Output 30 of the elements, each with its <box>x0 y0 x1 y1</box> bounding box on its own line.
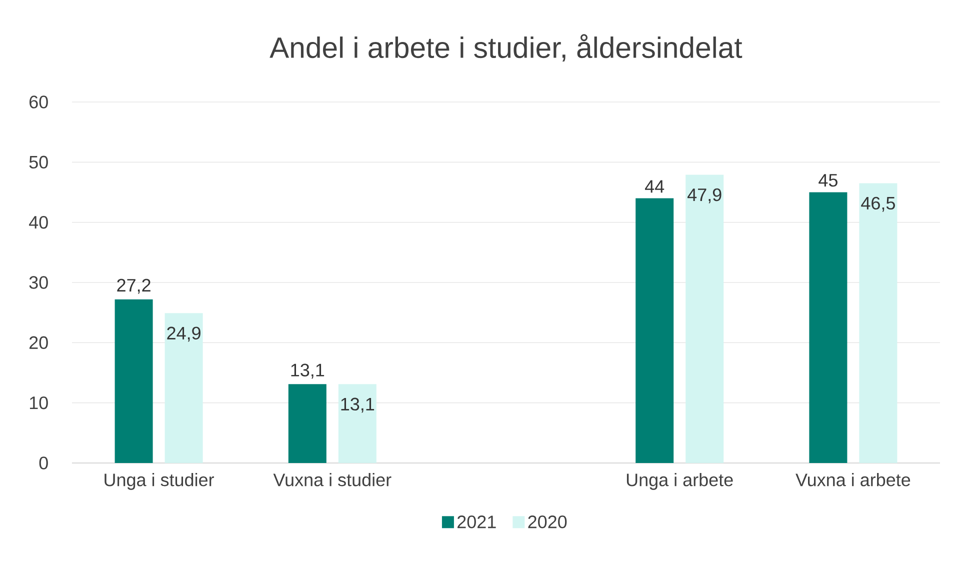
bar <box>338 384 376 463</box>
y-tick-label: 20 <box>30 336 48 350</box>
bar <box>636 198 674 463</box>
y-tick-label: 40 <box>29 216 48 229</box>
x-tick-label: Vuxna i studier <box>273 473 392 486</box>
x-tick-label: Unga i arbete <box>626 473 733 490</box>
data-label: 27,2 <box>117 278 150 294</box>
y-tick-label: 30 <box>29 276 48 289</box>
x-tick-label: Vuxna i arbete <box>796 473 910 486</box>
data-label: 45 <box>818 174 838 187</box>
data-label: 13,1 <box>341 398 374 413</box>
y-tick-label: 60 <box>30 96 48 108</box>
data-label: 13,1 <box>291 364 324 379</box>
bar <box>288 384 326 463</box>
bar <box>114 299 153 463</box>
y-tick-label: 50 <box>29 156 48 169</box>
y-tick-label: 10 <box>30 396 48 410</box>
data-label: 46,5 <box>861 196 895 212</box>
bar <box>809 192 848 463</box>
data-label: 44 <box>645 180 664 193</box>
legend-label: 2021 <box>458 516 496 528</box>
bar <box>859 183 898 463</box>
data-label: 24,9 <box>167 326 200 342</box>
y-tick-label: 0 <box>39 456 48 470</box>
bar <box>686 174 724 463</box>
legend-label: 2020 <box>528 516 567 528</box>
x-tick-label: Unga i studier <box>104 473 214 490</box>
data-label: 47,9 <box>688 188 722 204</box>
chart-title: Andel i arbete i studier, åldersindelat <box>270 34 742 62</box>
bar <box>164 313 203 463</box>
